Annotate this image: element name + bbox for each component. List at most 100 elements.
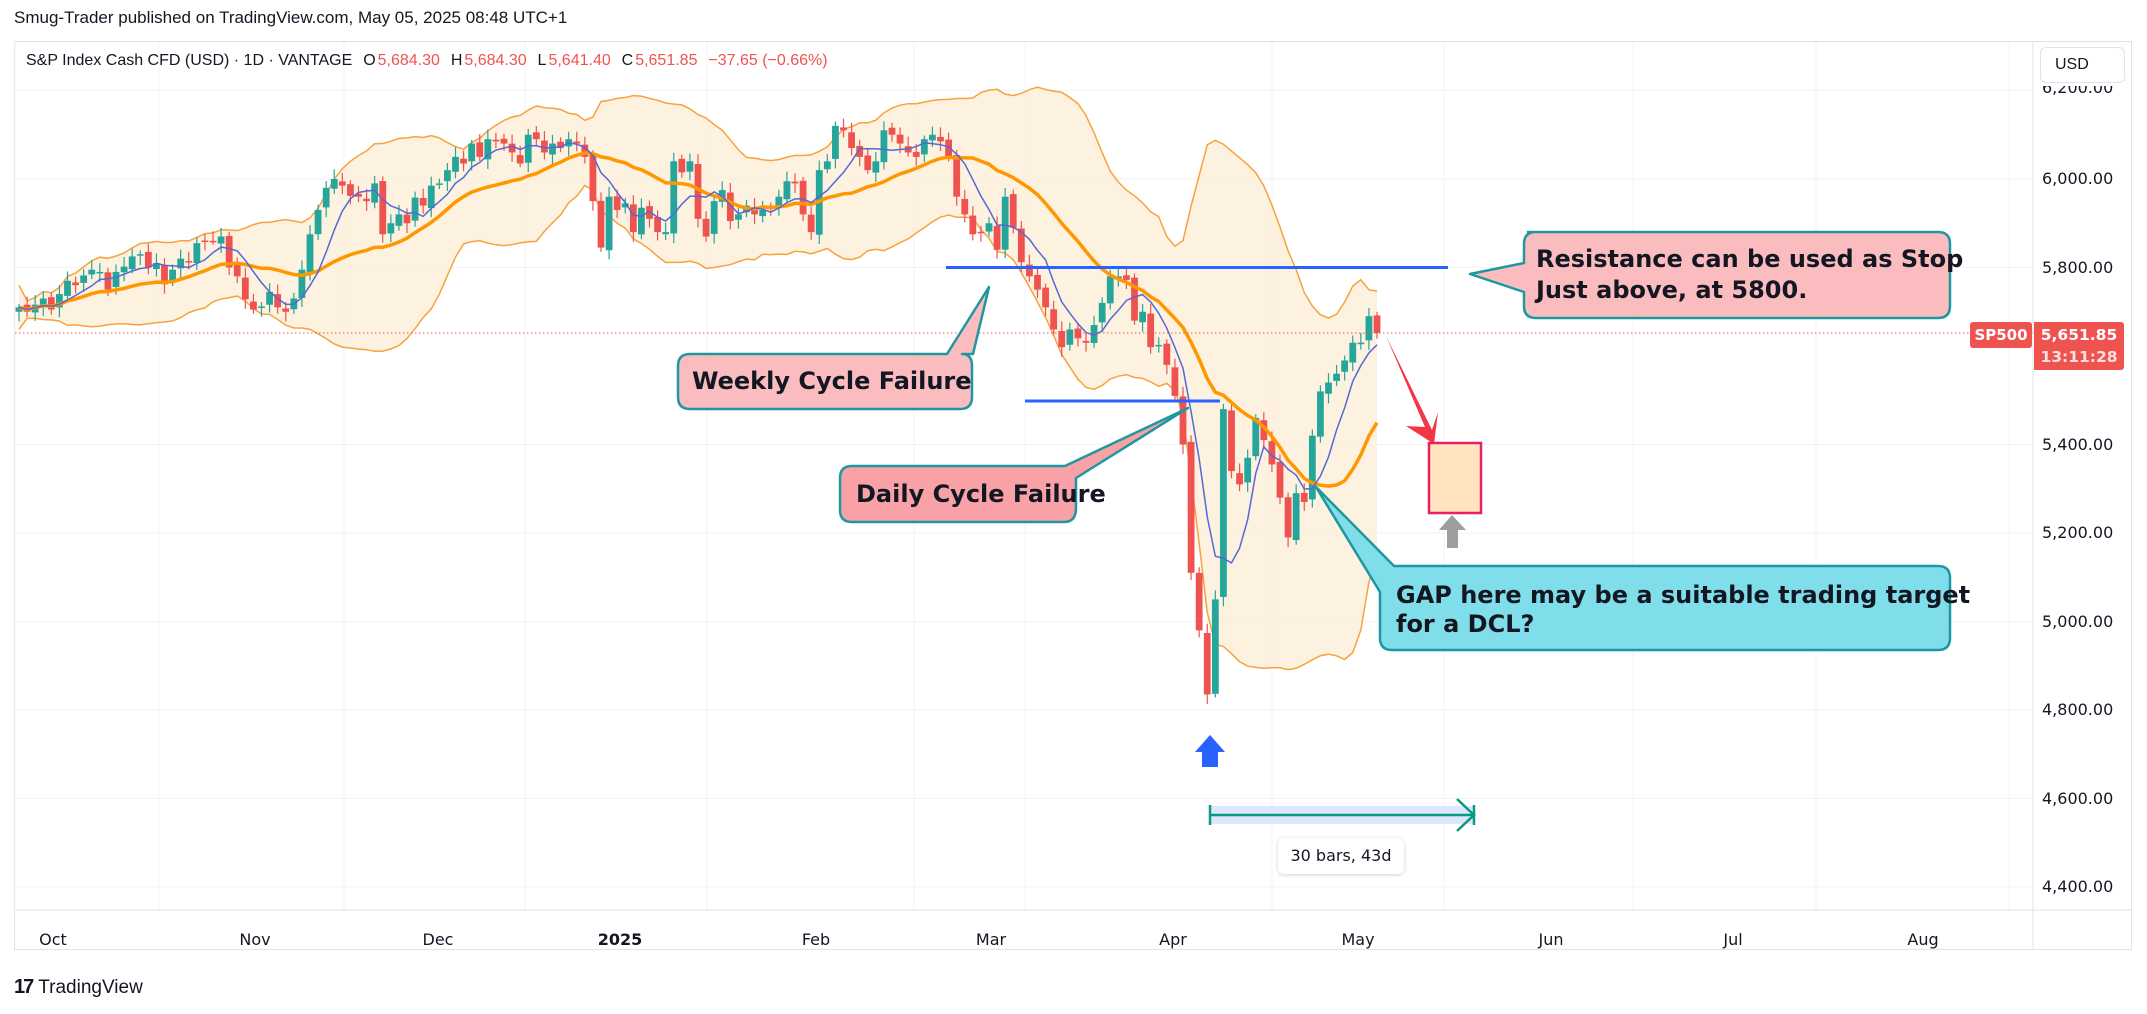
brand-name: TradingView (38, 976, 143, 998)
bar-countdown: 13:11:28 (2040, 348, 2118, 366)
candle-body (419, 198, 427, 206)
tradingview-logo[interactable]: 17 TradingView (14, 976, 143, 999)
gap-callout[interactable] (1314, 485, 1952, 652)
candle-body (1333, 373, 1340, 381)
last-price-value: 5,651.85 (2040, 326, 2118, 344)
candle-body (864, 155, 872, 171)
candle-body (1244, 457, 1252, 483)
price-axis-label: 5,200.00 (2042, 523, 2114, 542)
candle-body (241, 277, 249, 300)
time-axis-label: Jun (1538, 930, 1564, 949)
candle-body (1147, 313, 1155, 348)
price-axis-label: 5,000.00 (2042, 611, 2114, 631)
candle-body (355, 193, 362, 197)
candle-body (104, 272, 112, 290)
time-axis-label: Nov (239, 930, 271, 949)
candle-body (840, 127, 847, 131)
candle-body (1349, 342, 1357, 363)
candle-body (961, 198, 969, 215)
symbol-title[interactable]: S&P Index Cash CFD (USD) · 1D · VANTAGE (26, 52, 353, 69)
candle-body (201, 240, 209, 243)
change-value: −37.65 (−0.66%) (708, 52, 828, 69)
candle-body (1252, 417, 1260, 457)
candle-body (621, 203, 629, 208)
candle-body (1026, 264, 1033, 277)
candle-body (953, 155, 961, 197)
candle-body (1341, 360, 1349, 372)
candle-body (516, 155, 524, 164)
candle-body (306, 234, 314, 273)
candle-body (1195, 572, 1203, 631)
candle-body (1179, 396, 1187, 445)
candle-body (856, 145, 864, 157)
candle-body (144, 251, 152, 268)
last-price-tag: 5,651.85 13:11:28 (2034, 322, 2124, 370)
candle-body (1155, 344, 1163, 347)
gap-callout-text: GAP here may be a suitable trading targe… (1396, 581, 1970, 609)
bollinger-upper-line (18, 86, 1378, 319)
candle-body (322, 187, 330, 208)
candle-body (832, 125, 839, 159)
candle-body (605, 196, 613, 251)
resistance-callout[interactable] (1468, 230, 1952, 320)
candle-body (387, 223, 395, 234)
candle-body (848, 132, 855, 149)
candle-body (1123, 275, 1130, 280)
candle-body (638, 207, 645, 235)
candle-body (1098, 302, 1106, 323)
tradingview-mark-icon: 17 (14, 976, 34, 998)
candle-body (427, 185, 435, 209)
time-axis-label: Mar (975, 930, 1007, 949)
candle-body (435, 183, 443, 185)
candle-body (1171, 367, 1179, 396)
candle-body (1009, 194, 1017, 228)
candle-body (1090, 325, 1098, 343)
candle-body (225, 235, 233, 268)
candle-body (1082, 340, 1090, 343)
candle-body (1050, 309, 1058, 330)
candle-body (613, 196, 621, 210)
candle-body (508, 143, 516, 153)
weekly-cycle-callout[interactable] (676, 285, 991, 411)
price-axis-label: 4,400.00 (2042, 877, 2114, 896)
candle-body (920, 139, 928, 155)
candle-body (1211, 599, 1219, 694)
candle-body (1228, 410, 1235, 472)
candle-body (985, 223, 993, 232)
candle-body (573, 141, 581, 144)
candle-body (1292, 493, 1300, 541)
candle-body (589, 154, 597, 202)
candle-body (371, 183, 379, 203)
candle-body (880, 130, 888, 163)
candle-body (969, 215, 977, 235)
candle-body (1074, 328, 1082, 339)
candle-body (1317, 391, 1324, 437)
daily-cycle-callout[interactable] (838, 406, 1190, 524)
price-axis-label: 5,400.00 (2042, 434, 2114, 454)
candle-body (1042, 287, 1049, 308)
candle-body (403, 214, 411, 224)
candle-body (1058, 330, 1066, 348)
candle-body (1034, 274, 1041, 290)
candle-body (549, 143, 556, 155)
low-label: L (537, 52, 547, 69)
currency-button[interactable]: USD (2040, 47, 2125, 83)
candle-body (72, 282, 79, 286)
candle-body (96, 271, 104, 274)
high-label: H (450, 52, 463, 69)
candle-body (217, 236, 225, 244)
candle-body (1325, 382, 1332, 394)
time-axis-label: Feb (801, 930, 831, 949)
candle-body (629, 204, 637, 233)
target-box[interactable] (1427, 441, 1483, 515)
candle-body (363, 198, 370, 202)
candle-body (47, 297, 55, 310)
candle-body (1017, 228, 1025, 263)
time-axis-label: 2025 (597, 930, 643, 949)
candle-body (823, 161, 831, 170)
candle-body (791, 181, 799, 184)
candle-body (581, 144, 589, 157)
candle-body (468, 143, 476, 162)
candle-body (250, 301, 257, 310)
